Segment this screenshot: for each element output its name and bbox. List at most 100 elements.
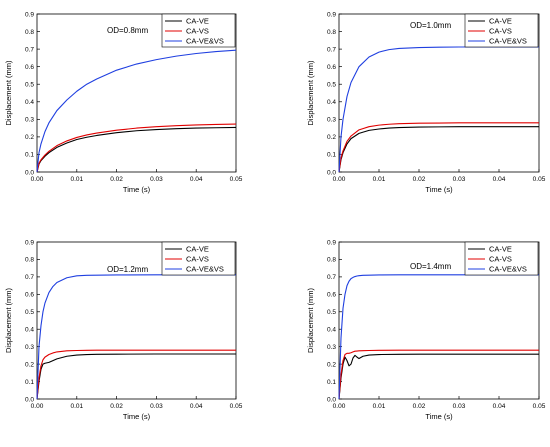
y-tick-label: 0.0 [25, 396, 34, 403]
x-axis-title: Time (s) [123, 412, 151, 421]
y-tick-label: 0.7 [327, 274, 336, 281]
y-axis-title: Displacement (mm) [4, 60, 13, 126]
y-tick-label: 0.6 [25, 64, 34, 71]
y-tick-label: 0.8 [327, 257, 336, 264]
plot-frame [338, 13, 540, 173]
series-line-ca-ve-vs [338, 274, 539, 400]
panel-label: OD=1.2mm [107, 265, 148, 274]
y-tick-label: 0.9 [327, 239, 336, 246]
plot-frame [36, 13, 237, 173]
series-line-ca-vs [338, 122, 539, 173]
series-line-ca-vs [36, 349, 236, 400]
y-tick-label: 0.0 [327, 169, 336, 176]
y-tick-label: 0.4 [25, 327, 34, 334]
legend-label: CA-VE [489, 245, 512, 254]
legend-label: CA-VE&VS [489, 37, 527, 46]
legend-label: CA-VE [489, 17, 512, 26]
x-tick-label: 0.05 [230, 176, 243, 183]
series-line-ca-vs [338, 349, 539, 400]
y-tick-label: 0.1 [25, 152, 34, 159]
x-tick-label: 0.00 [333, 403, 346, 410]
legend-label: CA-VS [489, 27, 512, 36]
x-axis-title: Time (s) [425, 412, 453, 421]
y-tick-label: 0.5 [25, 309, 34, 316]
y-tick-label: 0.5 [327, 309, 336, 316]
series-line-ca-ve-vs [36, 274, 236, 400]
y-tick-label: 0.2 [25, 134, 34, 141]
x-tick-label: 0.02 [413, 403, 426, 410]
y-tick-label: 0.6 [25, 292, 34, 299]
y-tick-label: 0.4 [327, 327, 336, 334]
y-tick-label: 0.2 [25, 361, 34, 368]
x-tick-label: 0.04 [190, 403, 203, 410]
y-tick-label: 0.3 [25, 344, 34, 351]
plot-frame [338, 241, 540, 400]
legend-label: CA-VE&VS [186, 37, 224, 46]
series-line-ca-vs [36, 123, 237, 173]
legend-label: CA-VS [489, 255, 512, 264]
x-tick-label: 0.05 [533, 176, 546, 183]
legend-label: CA-VE&VS [186, 265, 224, 274]
y-tick-label: 0.2 [327, 134, 336, 141]
y-tick-label: 0.7 [327, 46, 336, 53]
y-axis-title: Displacement (mm) [306, 287, 315, 353]
series-line-ca-ve [36, 353, 236, 400]
x-tick-label: 0.05 [230, 403, 243, 410]
series-line-ca-ve-vs [36, 49, 237, 173]
y-axis-title: Displacement (mm) [306, 60, 315, 126]
x-tick-label: 0.03 [150, 403, 163, 410]
y-tick-label: 0.0 [327, 396, 336, 403]
y-tick-label: 0.7 [25, 46, 34, 53]
chart-panel-4: 0.00 0.01 0.02 0.03 0.04 0.05 0.0 0.1 0.2 0.3 0.4 0… [306, 239, 546, 421]
y-tick-label: 0.1 [25, 379, 34, 386]
x-axis-title: Time (s) [425, 185, 453, 194]
series-line-ca-ve-vs [338, 46, 539, 173]
chart-panel-1: 0.00 0.01 0.02 0.03 0.04 0.05 0.0 0.1 0.2 0.3 0.4 0… [4, 11, 243, 194]
x-tick-label: 0.03 [453, 403, 466, 410]
panel-label: OD=1.4mm [410, 262, 451, 271]
legend-label: CA-VE [186, 245, 209, 254]
series-line-ca-ve [338, 353, 539, 400]
y-tick-label: 0.6 [327, 64, 336, 71]
y-tick-label: 0.5 [25, 82, 34, 89]
x-tick-label: 0.04 [493, 403, 506, 410]
x-tick-label: 0.02 [413, 176, 426, 183]
x-tick-label: 0.00 [31, 176, 44, 183]
x-tick-label: 0.01 [70, 176, 83, 183]
y-tick-label: 0.9 [25, 239, 34, 246]
y-axis-title: Displacement (mm) [4, 287, 13, 353]
x-tick-label: 0.01 [373, 176, 386, 183]
y-tick-label: 0.1 [327, 152, 336, 159]
x-tick-label: 0.04 [190, 176, 203, 183]
series-line-ca-ve [36, 126, 237, 173]
legend-label: CA-VS [186, 255, 209, 264]
y-tick-label: 0.6 [327, 292, 336, 299]
series-line-ca-ve [338, 126, 539, 173]
panel-label: OD=1.0mm [410, 21, 451, 30]
chart-panel-3: 0.00 0.01 0.02 0.03 0.04 0.05 0.0 0.1 0.2 0.3 0.4 0… [4, 239, 243, 421]
y-tick-label: 0.8 [25, 29, 34, 36]
x-tick-label: 0.00 [31, 403, 44, 410]
legend-label: CA-VS [186, 27, 209, 36]
y-tick-label: 0.1 [327, 379, 336, 386]
x-axis-title: Time (s) [123, 185, 151, 194]
x-tick-label: 0.02 [110, 176, 123, 183]
y-tick-label: 0.3 [327, 117, 336, 124]
x-tick-label: 0.03 [150, 176, 163, 183]
x-tick-label: 0.03 [453, 176, 466, 183]
y-tick-label: 0.4 [327, 99, 336, 106]
y-tick-label: 0.0 [25, 169, 34, 176]
y-tick-label: 0.7 [25, 274, 34, 281]
y-tick-label: 0.2 [327, 361, 336, 368]
plot-frame [36, 241, 237, 400]
y-tick-label: 0.5 [327, 82, 336, 89]
legend-label: CA-VE [186, 17, 209, 26]
y-tick-label: 0.9 [25, 11, 34, 18]
y-tick-label: 0.8 [327, 29, 336, 36]
x-tick-label: 0.04 [493, 176, 506, 183]
y-tick-label: 0.9 [327, 11, 336, 18]
